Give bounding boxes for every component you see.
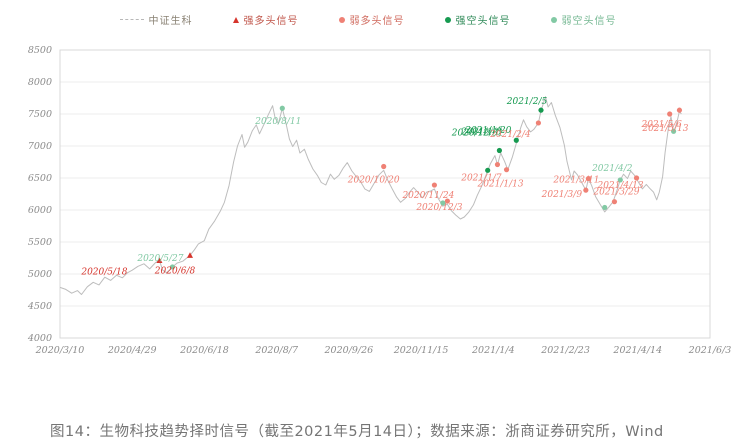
y-tick-label: 8500 (28, 45, 52, 56)
strong-bear-signal-marker-icon (444, 16, 451, 23)
signal-date-label: 2021/5/13 (641, 124, 688, 134)
x-tick-label: 2021/4/14 (612, 345, 662, 356)
legend-label: 弱空头信号 (561, 16, 617, 27)
signal-marker-weak-bear (169, 264, 176, 270)
y-tick-label: 6000 (28, 205, 52, 216)
chart-canvas: 8500 8000 7500 7000 6500 6000 5500 5000 4500 4000… (27, 45, 732, 356)
signal-date-label: 2021/1/7 (460, 174, 502, 184)
y-tick-label: 5000 (28, 269, 52, 280)
signal-date-label: 2021/4/2 (591, 164, 633, 174)
x-tick-label: 2020/3/10 (35, 345, 85, 356)
signal-date-label: 2021/1/20 (464, 126, 511, 136)
y-tick-label: 5500 (28, 237, 52, 248)
x-tick-label: 2020/4/29 (107, 345, 157, 356)
signal-date-label: 2020/8/11 (254, 117, 301, 127)
y-tick-label: 6500 (28, 173, 52, 184)
signal-date-label: 2020/5/27 (136, 254, 183, 264)
signal-date-label: 2021/2/5 (506, 97, 548, 107)
legend-item-strong-bear-signal: 强空头信号 (444, 12, 511, 27)
signal-date-label: 2020/6/8 (154, 266, 196, 276)
y-tick-label: 4000 (27, 333, 52, 344)
signal-date-label: 2020/11/24 (401, 191, 454, 201)
legend-label: 强多头信号 (243, 16, 299, 27)
signal-marker-weak-bull (503, 167, 510, 173)
strong-bull-signal-marker-icon (232, 16, 239, 23)
signal-marker-weak-bull (583, 187, 589, 193)
weak-bear-signal-marker-icon (550, 16, 557, 23)
signal-marker-weak-bull (676, 107, 683, 113)
signal-marker-weak-bull (585, 176, 592, 182)
signal-marker-weak-bear (671, 128, 677, 134)
signal-date-label: 2020/12/31 (451, 128, 504, 138)
signal-marker-weak-bull (535, 120, 542, 126)
x-tick-label: 2021/6/3 (688, 345, 732, 356)
csi-biotech-line-marker-icon (119, 19, 144, 20)
signal-marker-weak-bear (440, 200, 446, 206)
x-tick-label: 2020/6/18 (179, 345, 229, 356)
legend-item-strong-bull-signal: 强多头信号 (232, 12, 299, 27)
y-tick-label: 8000 (28, 77, 52, 88)
legend: 中证生科 强多头信号 弱多头信号 强空头信号 弱空头信号 (0, 12, 736, 27)
weak-bull-signal-marker-icon (338, 16, 345, 23)
signal-date-label: 2020/12/3 (415, 203, 462, 213)
signal-marker-weak-bull (494, 161, 501, 168)
signal-marker-strong-bull (156, 257, 163, 263)
y-tick-label: 7000 (28, 141, 52, 152)
signal-marker-weak-bull (667, 111, 673, 117)
signal-date-label: 2021/3/9 (541, 190, 583, 200)
signal-marker-strong-bear (513, 137, 519, 143)
x-tick-label: 2021/2/23 (540, 345, 590, 356)
signal-marker-weak-bull (444, 198, 450, 204)
legend-item-csi-biotech-line: 中证生科 (119, 12, 193, 27)
legend-item-weak-bull-signal: 弱多头信号 (338, 12, 405, 27)
signal-date-label: 2021/3/11 (552, 176, 599, 186)
signal-date-label: 2020/5/18 (80, 268, 127, 278)
y-tick-label: 7500 (28, 109, 52, 120)
x-tick-label: 2021/1/4 (471, 345, 515, 356)
signal-date-label: 2021/1/8 (460, 127, 502, 137)
figure-caption: 图14：生物科技趋势择时信号（截至2021年5月14日）；数据来源：浙商证券研究… (50, 424, 664, 440)
legend-item-weak-bear-signal: 弱空头信号 (550, 12, 617, 27)
signal-date-label: 2021/1/13 (476, 180, 523, 190)
signal-marker-strong-bull (187, 252, 193, 258)
signal-marker-weak-bull (633, 175, 640, 181)
signal-date-label: 2021/5/6 (640, 120, 682, 130)
signal-marker-weak-bear (617, 177, 623, 183)
x-tick-label: 2020/8/7 (254, 345, 299, 356)
signal-marker-weak-bear (279, 105, 285, 111)
legend-label: 弱多头信号 (349, 16, 405, 27)
signal-marker-weak-bull (431, 182, 437, 188)
y-tick-label: 4500 (27, 301, 52, 312)
signal-marker-strong-bear (496, 147, 502, 154)
signal-marker-strong-bear (538, 107, 544, 113)
plot-border (59, 49, 711, 339)
signal-marker-strong-bear (485, 167, 491, 173)
signal-date-label: 2021/4/13 (596, 181, 643, 191)
legend-label: 中证生科 (148, 16, 193, 27)
x-tick-label: 2020/11/15 (393, 345, 449, 356)
signal-date-label: 2021/3/29 (592, 188, 639, 198)
signal-date-label: 2020/10/20 (347, 175, 400, 185)
signal-marker-weak-bull (611, 199, 618, 205)
x-tick-label: 2020/9/26 (324, 345, 374, 356)
legend-label: 强空头信号 (455, 16, 511, 27)
signal-date-label: 2021/2/4 (489, 130, 531, 140)
signal-marker-weak-bull (381, 163, 387, 170)
signal-marker-weak-bear (602, 204, 608, 211)
index-line-csi-biotech (59, 96, 682, 295)
